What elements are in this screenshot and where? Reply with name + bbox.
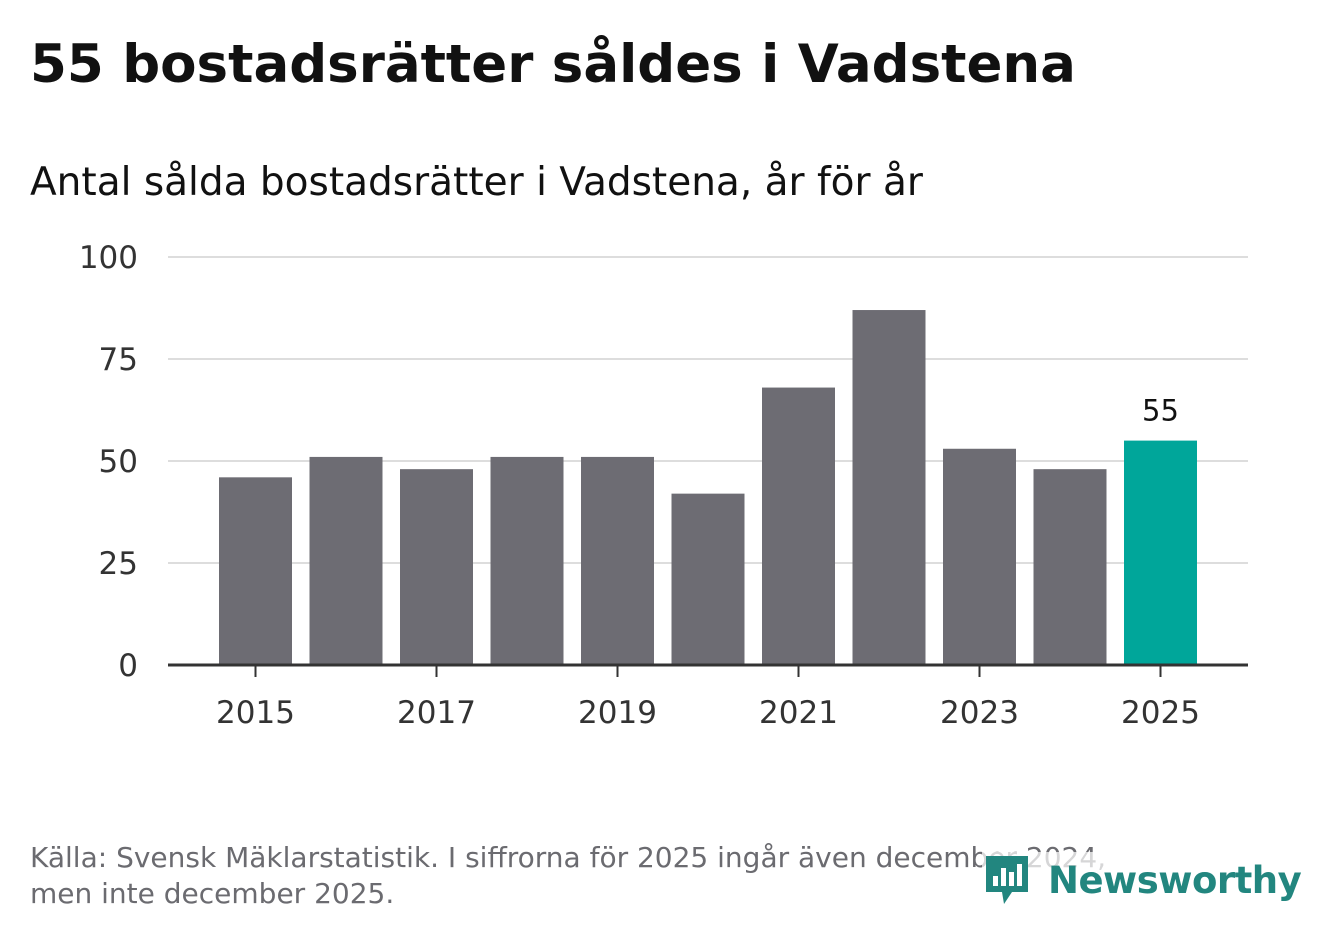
- x-tick-label-2023: 2023: [940, 695, 1019, 731]
- source-line-2: men inte december 2025.: [30, 877, 395, 910]
- newsworthy-chart-bubble-icon: [986, 856, 1028, 904]
- x-tick-label-2021: 2021: [759, 695, 838, 731]
- bar-2024: [1033, 469, 1107, 665]
- bar-2015: [219, 477, 292, 665]
- logo-text: Newsworthy: [1048, 858, 1302, 902]
- bar-2016: [309, 456, 383, 665]
- bar-2023: [943, 448, 1016, 665]
- bar-2019: [581, 456, 654, 665]
- bar-2017: [400, 469, 473, 665]
- y-tick-label-25: 25: [99, 546, 138, 582]
- y-tick-label-0: 0: [118, 648, 138, 684]
- bar-2021: [762, 387, 835, 665]
- bar-2020: [671, 493, 745, 665]
- bar-2022: [852, 310, 926, 665]
- data-label-2025: 55: [1142, 394, 1179, 428]
- x-tick-label-2025: 2025: [1121, 695, 1200, 731]
- x-tick-label-2015: 2015: [216, 695, 295, 731]
- y-tick-label-100: 100: [79, 240, 138, 276]
- x-tick-label-2019: 2019: [578, 695, 657, 731]
- source-note: Källa: Svensk Mäklarstatistik. I siffror…: [30, 840, 1230, 912]
- chart-title: 55 bostadsrätter såldes i Vadstena: [30, 34, 1076, 95]
- newsworthy-logo: Newsworthy: [982, 852, 1302, 908]
- chart-subtitle: Antal sålda bostadsrätter i Vadstena, år…: [30, 160, 923, 205]
- bar-2025: [1124, 440, 1197, 665]
- bar-chart: 0 25 50 75 100 2015 2017 2019 2021 2023 2025 55: [79, 240, 1248, 731]
- y-tick-label-50: 50: [99, 444, 138, 480]
- y-tick-label-75: 75: [99, 342, 138, 378]
- x-tick-label-2017: 2017: [397, 695, 476, 731]
- bar-2018: [490, 456, 564, 665]
- source-line-1: Källa: Svensk Mäklarstatistik. I siffror…: [30, 841, 1107, 874]
